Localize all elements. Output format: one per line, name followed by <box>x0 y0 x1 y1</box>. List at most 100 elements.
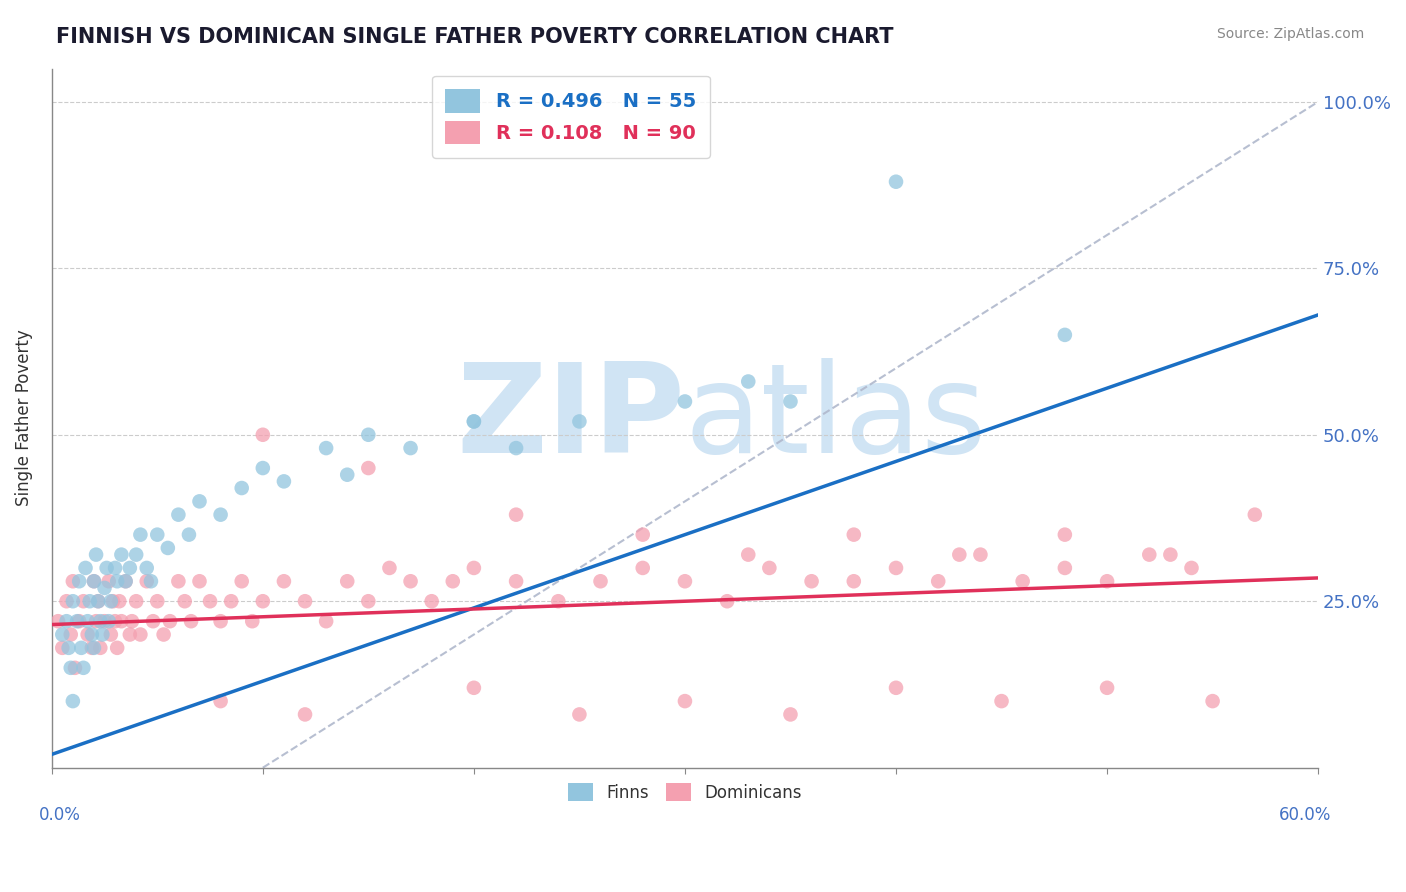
Point <box>336 467 359 482</box>
Point <box>114 574 136 589</box>
Point <box>505 574 527 589</box>
Point <box>146 527 169 541</box>
Point <box>110 548 132 562</box>
Point <box>105 574 128 589</box>
Point <box>188 494 211 508</box>
Point <box>252 594 274 608</box>
Text: 60.0%: 60.0% <box>1278 806 1331 824</box>
Point <box>336 574 359 589</box>
Point <box>758 561 780 575</box>
Point <box>505 441 527 455</box>
Point <box>66 614 89 628</box>
Point <box>135 561 157 575</box>
Point <box>800 574 823 589</box>
Point <box>139 574 162 589</box>
Point <box>135 574 157 589</box>
Point <box>463 681 485 695</box>
Point <box>89 614 111 628</box>
Point <box>209 508 232 522</box>
Point <box>568 414 591 428</box>
Point <box>631 561 654 575</box>
Point <box>273 574 295 589</box>
Point <box>842 527 865 541</box>
Point <box>80 640 103 655</box>
Text: ZIP: ZIP <box>456 358 685 479</box>
Point <box>273 475 295 489</box>
Point <box>62 574 84 589</box>
Point <box>80 627 103 641</box>
Point <box>167 508 190 522</box>
Point <box>716 594 738 608</box>
Point <box>76 627 98 641</box>
Point <box>884 681 907 695</box>
Point <box>1053 527 1076 541</box>
Text: Source: ZipAtlas.com: Source: ZipAtlas.com <box>1216 27 1364 41</box>
Point <box>114 574 136 589</box>
Point <box>927 574 949 589</box>
Point <box>1053 327 1076 342</box>
Point <box>72 594 94 608</box>
Point <box>129 527 152 541</box>
Point <box>1095 681 1118 695</box>
Point <box>121 614 143 628</box>
Point <box>84 614 107 628</box>
Point <box>231 574 253 589</box>
Point <box>463 561 485 575</box>
Point <box>84 548 107 562</box>
Point <box>180 614 202 628</box>
Point <box>673 394 696 409</box>
Point <box>463 414 485 428</box>
Point <box>63 661 86 675</box>
Point <box>100 594 122 608</box>
Point <box>589 574 612 589</box>
Point <box>378 561 401 575</box>
Point <box>110 614 132 628</box>
Point <box>177 527 200 541</box>
Point <box>240 614 263 628</box>
Point <box>97 574 120 589</box>
Point <box>737 375 759 389</box>
Point <box>209 694 232 708</box>
Point <box>294 707 316 722</box>
Point <box>152 627 174 641</box>
Point <box>118 561 141 575</box>
Point <box>159 614 181 628</box>
Point <box>1011 574 1033 589</box>
Point <box>219 594 242 608</box>
Point <box>209 614 232 628</box>
Point <box>357 461 380 475</box>
Point <box>505 508 527 522</box>
Point <box>1159 548 1181 562</box>
Point <box>252 427 274 442</box>
Point <box>779 707 801 722</box>
Point <box>62 594 84 608</box>
Point <box>1201 694 1223 708</box>
Point <box>51 627 73 641</box>
Point <box>842 574 865 589</box>
Point <box>59 661 82 675</box>
Text: 0.0%: 0.0% <box>39 806 82 824</box>
Point <box>441 574 464 589</box>
Point <box>142 614 165 628</box>
Point <box>101 594 124 608</box>
Point <box>87 594 110 608</box>
Point <box>315 441 337 455</box>
Point <box>58 640 80 655</box>
Point <box>631 527 654 541</box>
Point <box>108 594 131 608</box>
Point <box>173 594 195 608</box>
Text: FINNISH VS DOMINICAN SINGLE FATHER POVERTY CORRELATION CHART: FINNISH VS DOMINICAN SINGLE FATHER POVER… <box>56 27 894 46</box>
Point <box>105 640 128 655</box>
Point <box>100 627 122 641</box>
Point <box>91 627 114 641</box>
Y-axis label: Single Father Poverty: Single Father Poverty <box>15 330 32 507</box>
Point <box>59 627 82 641</box>
Point <box>97 614 120 628</box>
Point <box>948 548 970 562</box>
Point <box>76 614 98 628</box>
Point <box>93 581 115 595</box>
Point <box>96 561 118 575</box>
Point <box>83 640 105 655</box>
Point <box>51 640 73 655</box>
Point <box>547 594 569 608</box>
